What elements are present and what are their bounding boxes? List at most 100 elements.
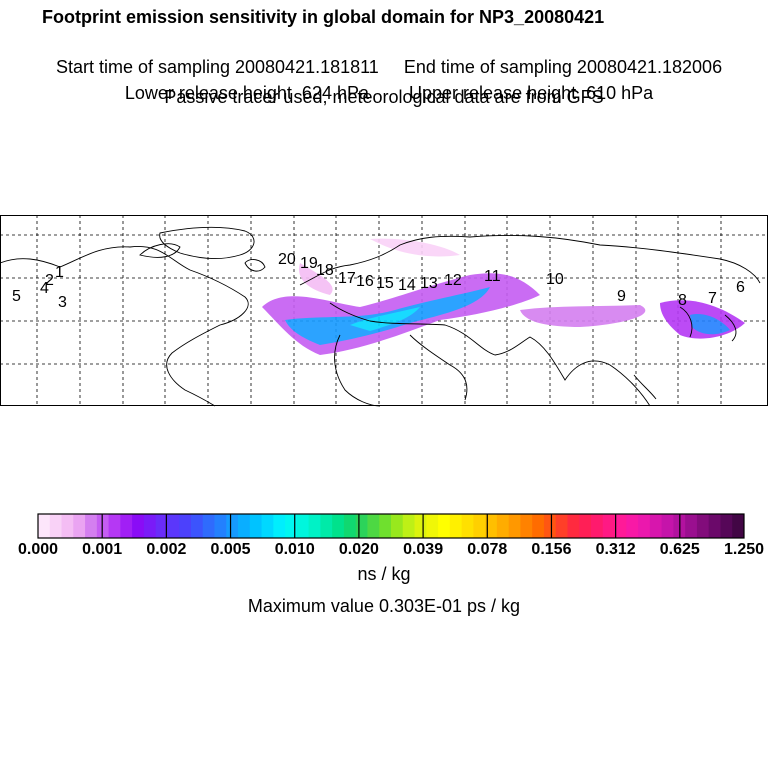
colorbar-cell bbox=[532, 514, 545, 538]
trajectory-label-10: 10 bbox=[546, 271, 564, 288]
colorbar-cell bbox=[649, 514, 663, 538]
trajectory-label-8: 8 bbox=[678, 292, 687, 309]
colorbar: 0.000 0.001 0.002 0.005 0.010 0.020 0.039 0.078… bbox=[18, 513, 764, 558]
colorbar-cell bbox=[626, 514, 639, 538]
trajectory-label-4: 4 bbox=[40, 280, 49, 297]
footprint-plume bbox=[262, 238, 745, 355]
colorbar-cell bbox=[238, 514, 251, 538]
colorbar-cell bbox=[73, 514, 86, 538]
tracer-note: Passive tracer used, meteorological data… bbox=[164, 87, 604, 107]
colorbar-cell bbox=[367, 514, 380, 538]
colorbar-tick-label: 0.010 bbox=[275, 541, 315, 558]
trajectory-label-16: 16 bbox=[356, 273, 374, 290]
trajectory-label-3: 3 bbox=[58, 294, 67, 311]
colorbar-cell bbox=[449, 514, 463, 538]
colorbar-cell bbox=[485, 514, 498, 538]
colorbar-cell bbox=[108, 514, 121, 538]
colorbar-cell bbox=[555, 514, 568, 538]
trajectory-label-5: 5 bbox=[12, 288, 21, 305]
colorbar-labels: 0.000 0.001 0.002 0.005 0.010 0.020 0.039 0.078… bbox=[18, 541, 764, 558]
colorbar-cell bbox=[543, 514, 557, 538]
colorbar-tick-label: 0.000 bbox=[18, 541, 58, 558]
colorbar-cell bbox=[520, 514, 533, 538]
colorbar-cell bbox=[343, 514, 357, 538]
colorbar-cell bbox=[143, 514, 157, 538]
colorbar-cell bbox=[696, 514, 710, 538]
colorbar-tick-label: 0.039 bbox=[403, 541, 443, 558]
colorbar-cell bbox=[579, 514, 592, 538]
colorbar-cell bbox=[320, 514, 333, 538]
sampling-start-text: Start time of sampling 20080421.181811 bbox=[55, 57, 379, 77]
colorbar-cell bbox=[391, 514, 404, 538]
trajectory-label-7: 7 bbox=[708, 290, 717, 307]
colorbar-tick-label: 0.312 bbox=[596, 541, 636, 558]
sampling-end-text: End time of sampling 20080421.182006 bbox=[403, 57, 723, 77]
colorbar-cell bbox=[426, 514, 439, 538]
trajectory-label-13: 13 bbox=[420, 275, 438, 292]
colorbar-tick-label: 0.001 bbox=[82, 541, 122, 558]
colorbar-cell bbox=[285, 514, 298, 538]
colorbar-tick-label: 0.078 bbox=[467, 541, 507, 558]
colorbar-cell bbox=[438, 514, 451, 538]
trajectory-label-2: 2 bbox=[45, 272, 54, 289]
colorbar-cell bbox=[85, 514, 98, 538]
colorbar-cell bbox=[96, 514, 110, 538]
trajectory-label-6: 6 bbox=[736, 279, 745, 296]
trajectory-label-19: 19 bbox=[300, 255, 318, 272]
colorbar-tick-label: 0.005 bbox=[211, 541, 251, 558]
trajectory-label-14: 14 bbox=[398, 277, 416, 294]
colorbar-cell bbox=[49, 514, 63, 538]
colorbar-cell bbox=[508, 514, 521, 538]
sampling-time-row: Start time of sampling 20080421.181811 E… bbox=[0, 34, 768, 78]
max-value-text: Maximum value 0.303E-01 ps / kg bbox=[247, 596, 521, 616]
colorbar-cell bbox=[402, 514, 416, 538]
colorbar-cell bbox=[638, 514, 651, 538]
footprint-map: 1 2 3 4 5 6 7 8 9 10 11 12 13 14 15 16 1… bbox=[0, 215, 768, 407]
colorbar-frame bbox=[37, 513, 745, 539]
colorbar-cell bbox=[461, 514, 474, 538]
colorbar-ticks bbox=[101, 514, 681, 538]
release-height-row: Lower release height 624 hPa Upper relea… bbox=[0, 60, 768, 104]
colorbar-tick-label: 1.250 bbox=[724, 541, 764, 558]
release-lower-text: Lower release height 624 hPa bbox=[124, 83, 369, 103]
colorbar-cell bbox=[120, 514, 133, 538]
colorbar-tick-label: 0.156 bbox=[531, 541, 571, 558]
colorbar-unit: ns / kg bbox=[357, 564, 411, 584]
colorbar-cell bbox=[261, 514, 274, 538]
trajectory-label-1: 1 bbox=[55, 264, 64, 281]
colorbar-tick-label: 0.625 bbox=[660, 541, 700, 558]
trajectory-labels: 1 2 3 4 5 6 7 8 9 10 11 12 13 14 15 16 1… bbox=[12, 251, 745, 311]
colorbar-cell bbox=[61, 514, 74, 538]
colorbar-cell bbox=[661, 514, 674, 538]
colorbar-cell bbox=[296, 514, 310, 538]
colorbar-cell bbox=[414, 514, 427, 538]
colorbar-cell bbox=[355, 514, 368, 538]
colorbar-cells bbox=[38, 514, 745, 538]
colorbar-cell bbox=[167, 514, 180, 538]
trajectory-label-20: 20 bbox=[278, 251, 296, 268]
colorbar-cell bbox=[273, 514, 286, 538]
colorbar-cell bbox=[602, 514, 616, 538]
colorbar-cell bbox=[226, 514, 239, 538]
colorbar-cell bbox=[591, 514, 604, 538]
colorbar-cell bbox=[179, 514, 192, 538]
colorbar-cell bbox=[473, 514, 486, 538]
colorbar-cell bbox=[38, 514, 51, 538]
colorbar-cell bbox=[685, 514, 698, 538]
colorbar-cell bbox=[379, 514, 392, 538]
trajectory-label-12: 12 bbox=[444, 272, 462, 289]
trajectory-label-15: 15 bbox=[376, 275, 394, 292]
colorbar-tick-label: 0.002 bbox=[146, 541, 186, 558]
colorbar-cell bbox=[190, 514, 204, 538]
colorbar-tick-label: 0.020 bbox=[339, 541, 379, 558]
coastlines bbox=[0, 226, 761, 407]
plot-title: Footprint emission sensitivity in global… bbox=[42, 7, 605, 27]
colorbar-cell bbox=[249, 514, 263, 538]
colorbar-cell bbox=[308, 514, 321, 538]
trajectory-label-9: 9 bbox=[617, 288, 626, 305]
colorbar-cell bbox=[132, 514, 145, 538]
trajectory-label-18: 18 bbox=[316, 262, 334, 279]
trajectory-label-11: 11 bbox=[484, 268, 501, 285]
colorbar-cell bbox=[332, 514, 345, 538]
trajectory-label-17: 17 bbox=[338, 270, 356, 287]
